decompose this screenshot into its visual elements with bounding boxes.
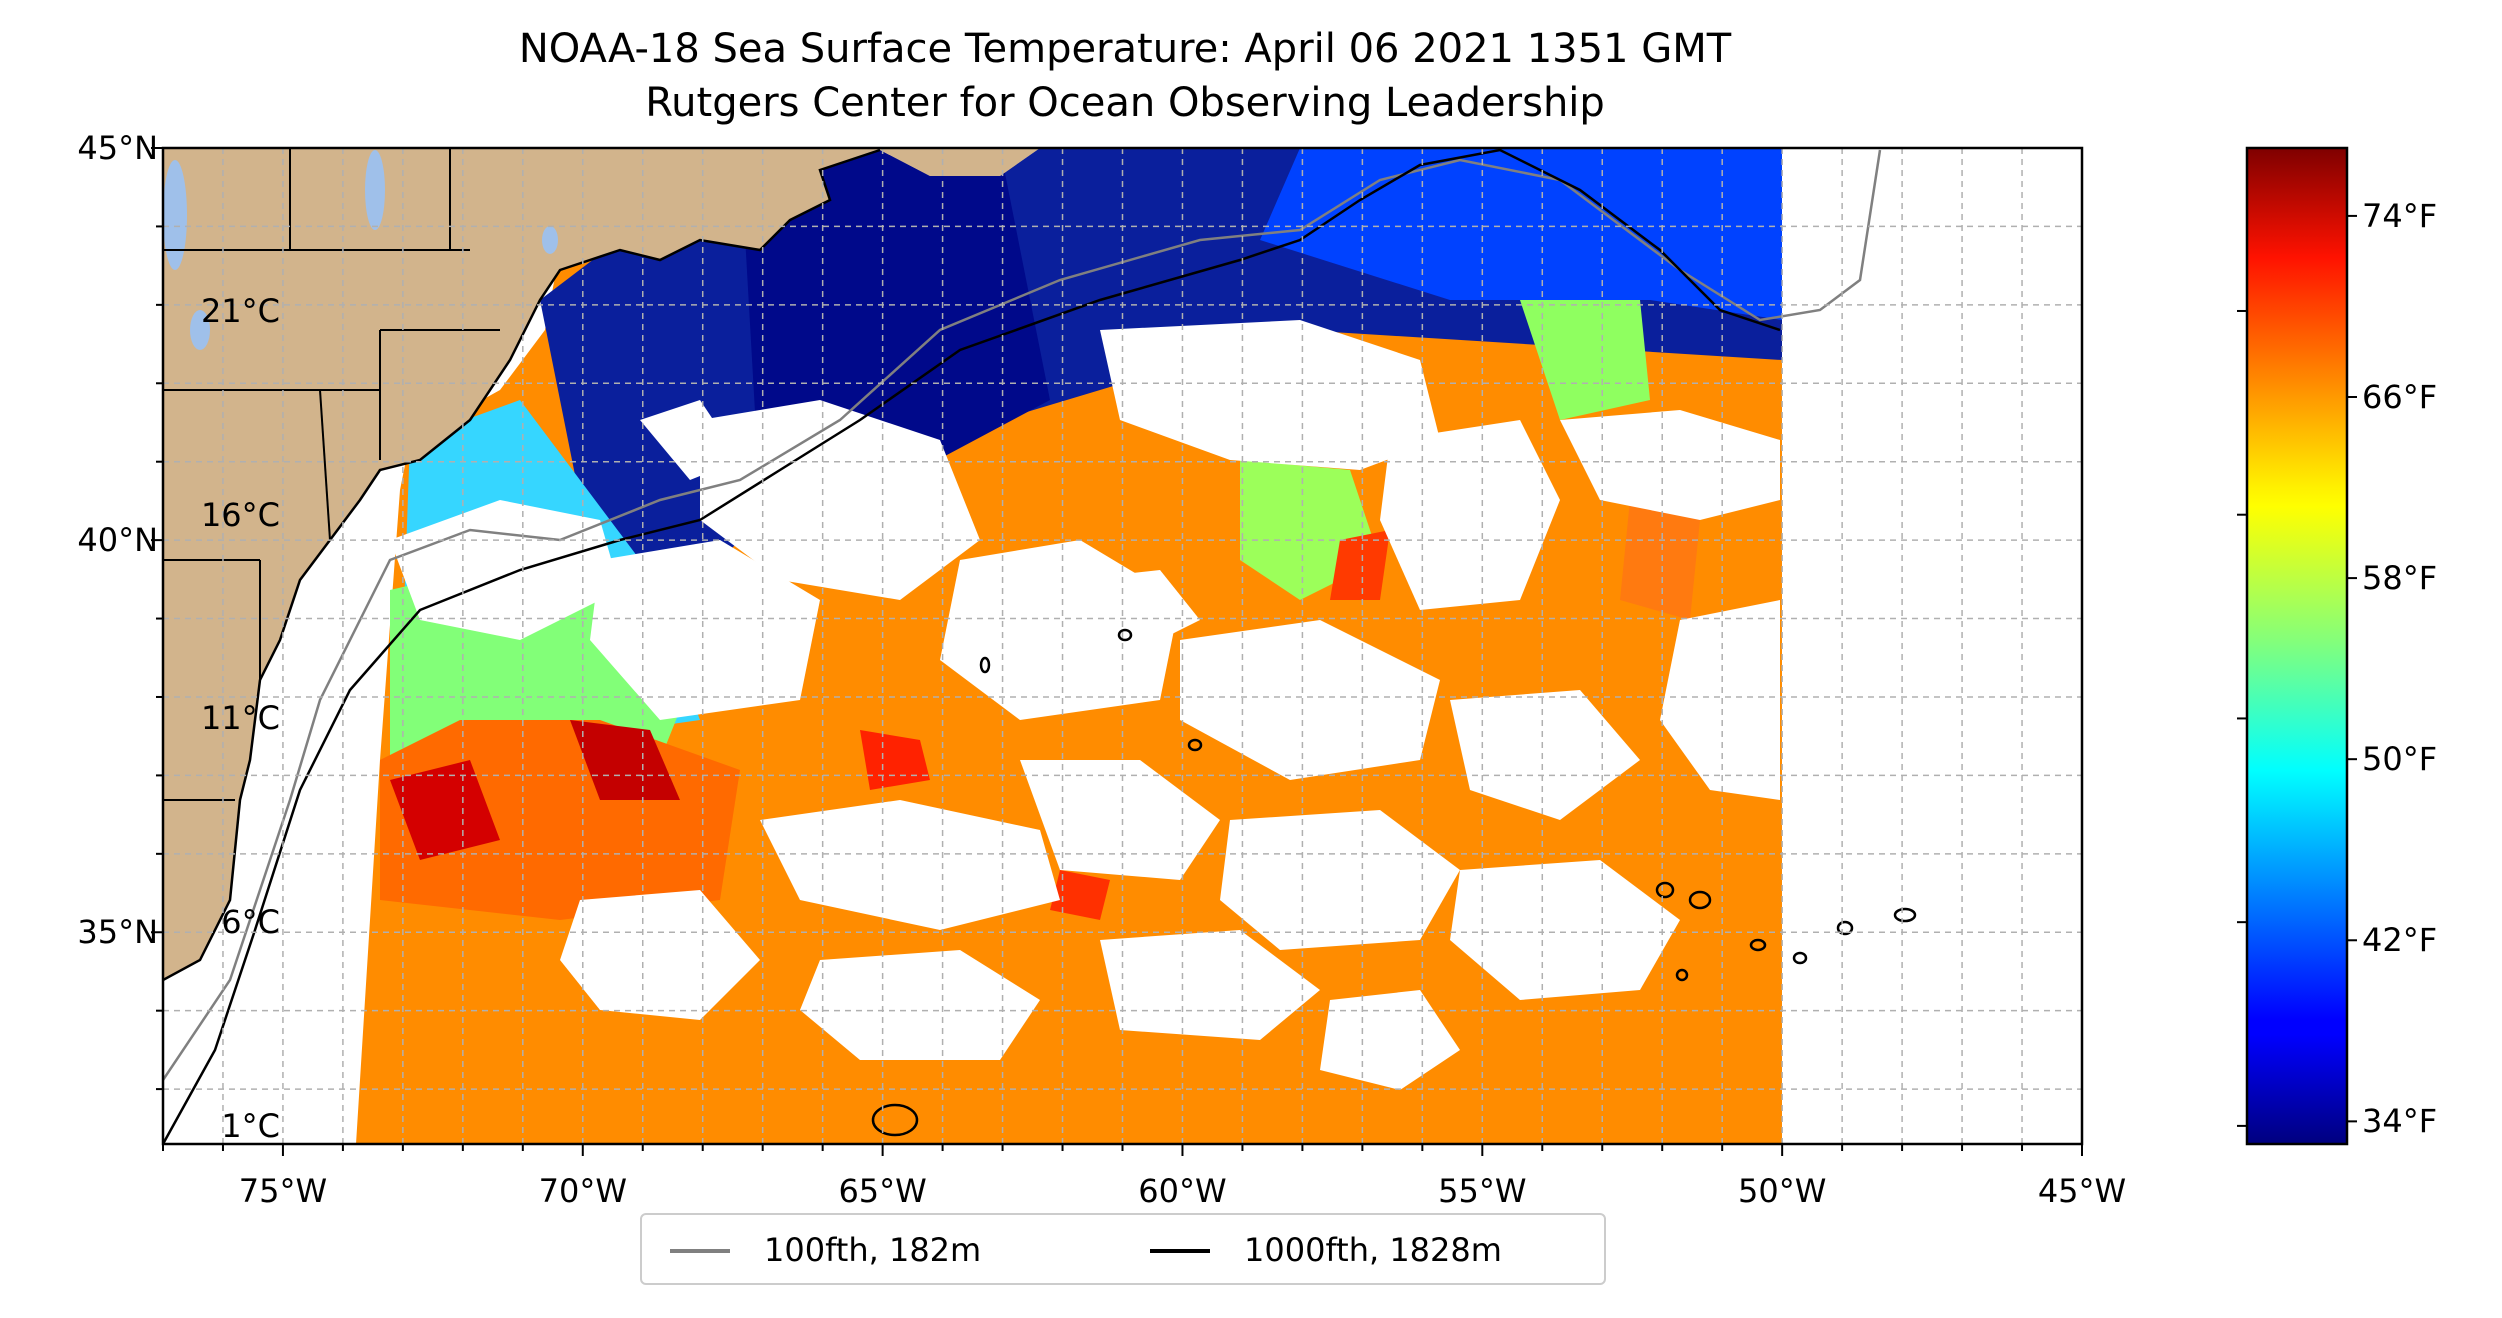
lakes <box>163 150 558 350</box>
lon-tick-label: 55°W <box>1438 1172 1527 1210</box>
lat-tick-label: 45°N <box>77 129 158 167</box>
chart-title: NOAA-18 Sea Surface Temperature: April 0… <box>518 26 1732 72</box>
legend-label-100fth: 100fth, 182m <box>764 1231 982 1269</box>
land-mass <box>163 148 1040 980</box>
colorbar <box>2245 146 2349 1146</box>
colorbar-fahrenheit-label: 74°F <box>2362 196 2438 235</box>
colorbar-fahrenheit-label: 34°F <box>2362 1102 2438 1141</box>
colorbar-celsius-label: 21°C <box>200 291 280 330</box>
legend: 100fth, 182m 1000fth, 1828m <box>640 1213 1606 1285</box>
chart-subtitle: Rutgers Center for Ocean Observing Leade… <box>645 80 1605 126</box>
land-nova-scotia <box>800 148 1040 176</box>
lon-tick-label: 65°W <box>838 1172 927 1210</box>
lon-tick-label: 70°W <box>538 1172 627 1210</box>
legend-swatch-1000fth <box>1150 1249 1210 1253</box>
colorbar-celsius-label: 6°C <box>221 903 280 942</box>
lon-tick-label: 50°W <box>1737 1172 1827 1210</box>
coastline <box>163 148 881 982</box>
lat-tick-label: 35°N <box>77 913 158 952</box>
lon-tick-label: 45°W <box>2037 1172 2127 1210</box>
colorbar-celsius-label: 16°C <box>200 495 280 534</box>
colorbar-celsius-label: 11°C <box>200 699 280 738</box>
state-boundaries <box>163 148 500 801</box>
legend-label-1000fth: 1000fth, 1828m <box>1244 1231 1502 1269</box>
lon-tick-label: 60°W <box>1138 1172 1227 1210</box>
lon-tick-label: 75°W <box>238 1172 328 1210</box>
lat-tick-label: 40°N <box>77 521 158 560</box>
gridlines <box>163 148 2082 1144</box>
colorbar-fahrenheit-label: 58°F <box>2362 559 2438 598</box>
seamounts <box>871 628 1917 1137</box>
colorbar-fahrenheit-label: 66°F <box>2362 378 2438 416</box>
colorbar-celsius-label: 1°C <box>221 1106 280 1145</box>
colorbar-fahrenheit-label: 50°F <box>2362 740 2438 779</box>
cloud-mask <box>390 320 1780 1090</box>
legend-swatch-100fth <box>670 1249 730 1253</box>
isobath-1000fth <box>163 148 1781 1144</box>
colorbar-fahrenheit-label: 42°F <box>2362 921 2438 960</box>
